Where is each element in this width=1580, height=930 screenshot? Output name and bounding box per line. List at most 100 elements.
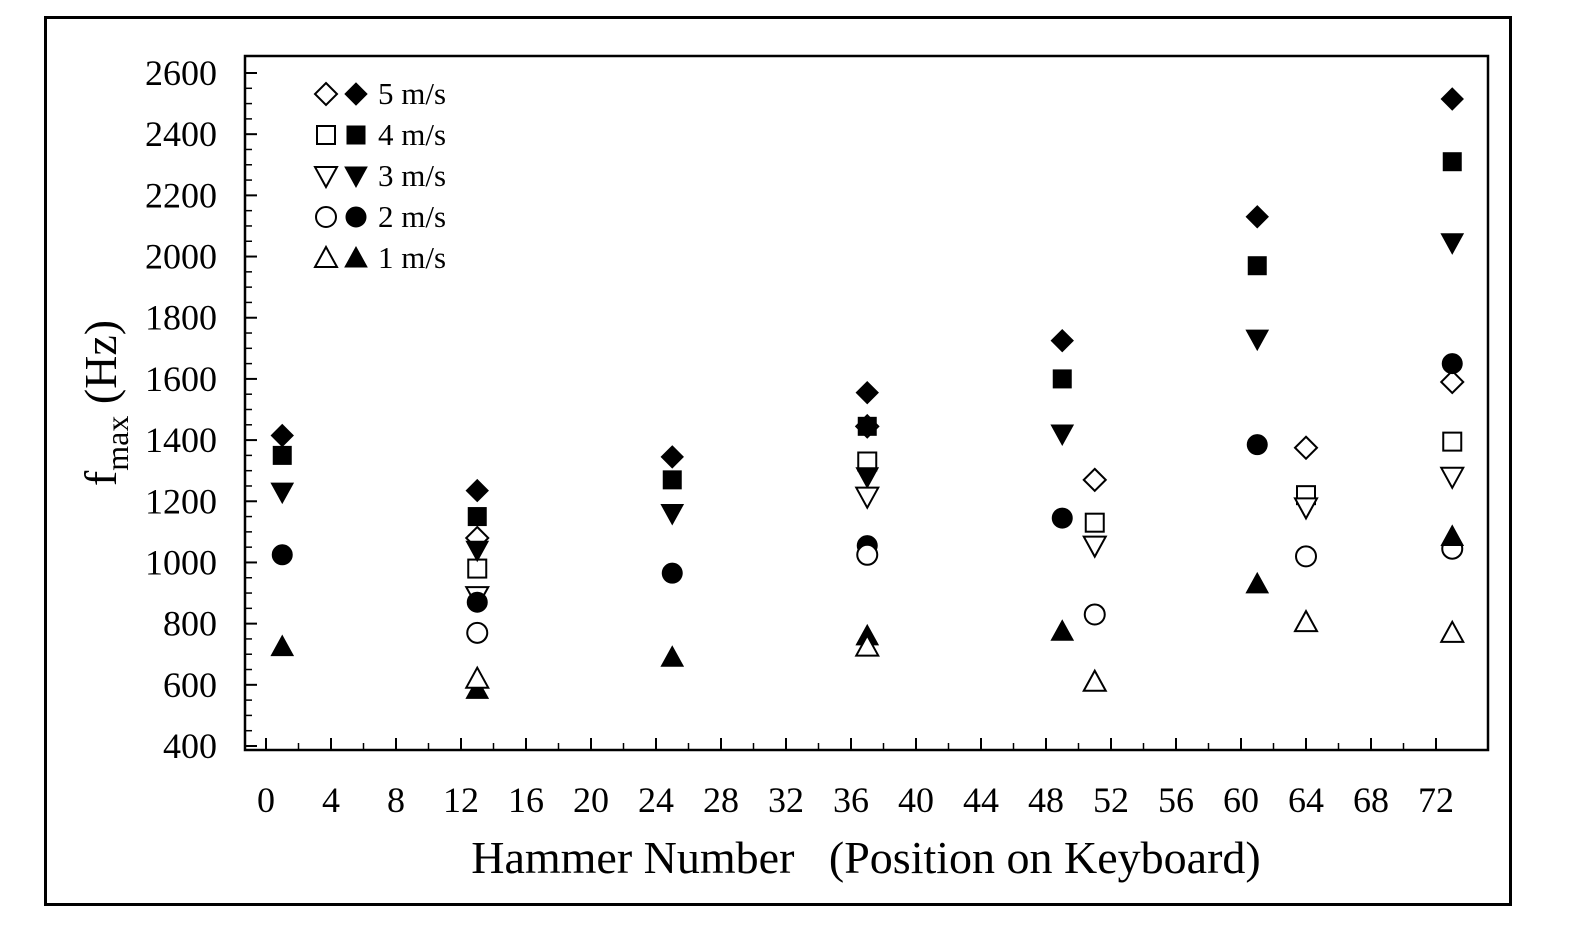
data-point-square-filled bbox=[1247, 256, 1267, 276]
legend-marker-filled bbox=[344, 245, 368, 268]
data-point-diamond-filled bbox=[465, 478, 489, 503]
data-point-triangle-up-open bbox=[1439, 619, 1465, 643]
legend-marker-open bbox=[313, 166, 339, 190]
x-tick-label: 4 bbox=[322, 780, 340, 820]
data-point-diamond-filled bbox=[270, 423, 294, 448]
data-point-triangle-down-filled bbox=[855, 467, 880, 489]
data-point-diamond-open bbox=[1439, 369, 1465, 395]
legend-marker-open bbox=[313, 244, 339, 268]
data-point-triangle-up-open bbox=[1082, 668, 1108, 692]
data-point-square-filled bbox=[1442, 152, 1462, 172]
x-tick-label: 16 bbox=[508, 780, 544, 820]
data-point-triangle-up-open bbox=[1293, 609, 1319, 633]
data-point-square-open bbox=[1084, 512, 1105, 533]
data-point-square-open bbox=[1442, 431, 1463, 452]
legend-marker-filled bbox=[346, 125, 366, 145]
data-point-triangle-down-filled bbox=[1245, 329, 1270, 352]
data-point-triangle-up-filled bbox=[1440, 524, 1465, 546]
legend-marker-open bbox=[313, 81, 339, 107]
data-point-triangle-down-filled bbox=[1050, 424, 1075, 447]
x-tick-label: 68 bbox=[1353, 780, 1389, 820]
y-axis-title: fmax (Hz) bbox=[75, 320, 135, 486]
data-point-circle-filled bbox=[1246, 434, 1268, 456]
legend-label: 3 m/s bbox=[378, 158, 446, 193]
data-point-triangle-up-filled bbox=[1245, 571, 1270, 594]
data-point-triangle-down-filled bbox=[270, 482, 295, 505]
data-point-diamond-filled bbox=[660, 445, 684, 469]
y-tick-label: 800 bbox=[163, 604, 217, 644]
data-point-square-filled bbox=[1052, 369, 1072, 389]
data-point-triangle-down-filled bbox=[660, 504, 685, 526]
y-tick-label: 2000 bbox=[145, 237, 217, 277]
data-point-square-filled bbox=[857, 416, 877, 436]
data-point-triangle-down-open bbox=[1082, 535, 1108, 559]
data-point-diamond-open bbox=[1082, 467, 1108, 493]
data-point-triangle-up-open bbox=[464, 665, 490, 689]
legend-marker-filled bbox=[344, 82, 368, 106]
y-axis-title-subscript: max bbox=[99, 416, 135, 471]
x-tick-label: 0 bbox=[257, 780, 275, 820]
x-tick-label: 24 bbox=[638, 780, 674, 820]
data-point-square-open bbox=[467, 558, 488, 579]
data-point-square-filled bbox=[662, 470, 682, 490]
data-point-triangle-down-filled bbox=[465, 540, 490, 563]
legend-marker-open bbox=[316, 125, 336, 145]
legend-label: 5 m/s bbox=[378, 76, 446, 111]
y-tick-label: 1200 bbox=[145, 481, 217, 521]
y-axis-title-unit: (Hz) bbox=[75, 320, 126, 416]
x-tick-label: 12 bbox=[443, 780, 479, 820]
data-points bbox=[270, 87, 1465, 699]
y-tick-label: 1400 bbox=[145, 420, 217, 460]
y-axis-title-main: f bbox=[75, 470, 126, 486]
data-point-triangle-up-filled bbox=[270, 634, 295, 657]
x-tick-label: 28 bbox=[703, 780, 739, 820]
y-tick-label: 600 bbox=[163, 665, 217, 705]
x-tick-label: 52 bbox=[1093, 780, 1129, 820]
y-tick-label: 2400 bbox=[145, 114, 217, 154]
data-point-triangle-down-open bbox=[1439, 466, 1465, 490]
x-tick-label: 36 bbox=[833, 780, 869, 820]
x-axis-title: Hammer Number (Position on Keyboard) bbox=[471, 832, 1261, 883]
data-point-triangle-up-open bbox=[854, 633, 880, 657]
x-tick-label: 32 bbox=[768, 780, 804, 820]
x-tick-label: 44 bbox=[963, 780, 999, 820]
data-point-circle-filled bbox=[466, 591, 488, 613]
plot-area bbox=[243, 54, 1490, 752]
legend: 5 m/s 4 m/s 3 m/s 2 m/s 1 m/s bbox=[313, 76, 446, 275]
legend-label: 4 m/s bbox=[378, 117, 446, 152]
y-tick-label: 2200 bbox=[145, 175, 217, 215]
data-point-triangle-up-filled bbox=[660, 645, 685, 667]
legend-marker-filled bbox=[344, 166, 368, 189]
x-tick-label: 72 bbox=[1418, 780, 1454, 820]
data-point-circle-filled bbox=[661, 562, 683, 584]
x-tick-label: 60 bbox=[1223, 780, 1259, 820]
data-point-diamond-filled bbox=[1245, 205, 1269, 229]
y-tick-label: 2600 bbox=[145, 53, 217, 93]
data-point-circle-open bbox=[856, 543, 879, 566]
data-point-circle-open bbox=[466, 621, 489, 644]
y-tick-label: 1800 bbox=[145, 298, 217, 338]
data-point-diamond-filled bbox=[1050, 328, 1074, 353]
legend-marker-filled bbox=[345, 206, 367, 228]
data-point-circle-open bbox=[1295, 545, 1317, 568]
x-tick-label: 48 bbox=[1028, 780, 1064, 820]
y-tick-label: 1600 bbox=[145, 359, 217, 399]
x-axis: 0 4 8 12 16 20 24 28 32 36 40 44 48 52 56 60 64 68 72 bbox=[257, 738, 1454, 820]
y-tick-label: 1000 bbox=[145, 542, 217, 582]
x-tick-label: 40 bbox=[898, 780, 934, 820]
data-point-circle-filled bbox=[271, 544, 293, 566]
data-point-diamond-open bbox=[1293, 435, 1319, 461]
y-tick-label: 400 bbox=[163, 726, 217, 766]
data-point-square-filled bbox=[467, 507, 487, 527]
data-point-square-filled bbox=[272, 445, 292, 465]
legend-label: 2 m/s bbox=[378, 199, 446, 234]
data-point-diamond-filled bbox=[855, 380, 879, 405]
x-tick-label: 64 bbox=[1288, 780, 1324, 820]
x-tick-label: 56 bbox=[1158, 780, 1194, 820]
data-point-triangle-up-filled bbox=[1050, 619, 1075, 641]
data-point-circle-filled bbox=[1441, 353, 1463, 375]
data-point-triangle-down-open bbox=[854, 486, 880, 510]
data-point-circle-open bbox=[1083, 603, 1106, 626]
x-tick-label: 20 bbox=[573, 780, 609, 820]
